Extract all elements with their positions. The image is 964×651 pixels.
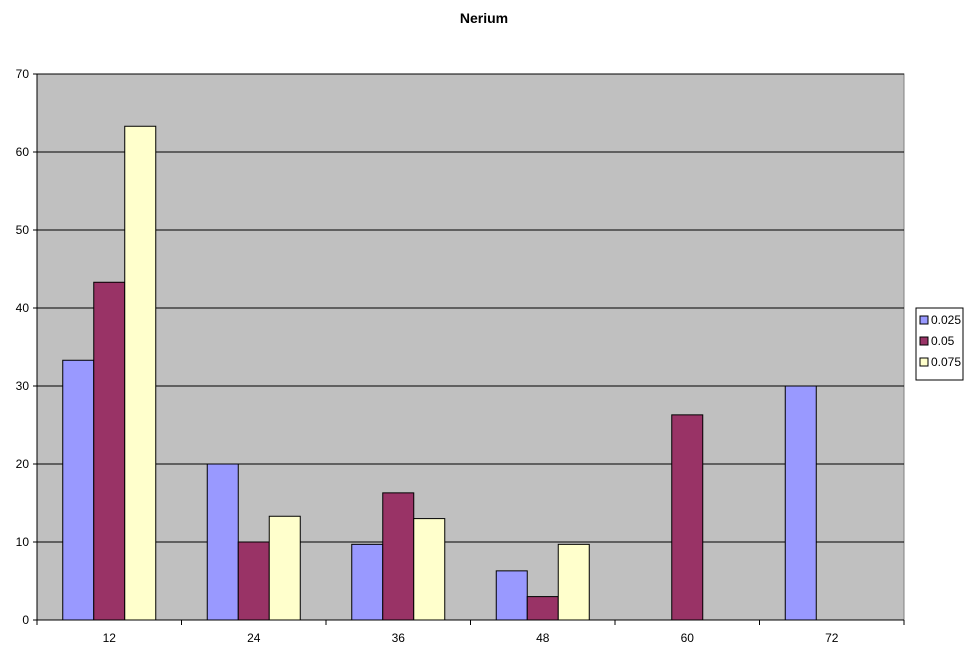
legend-swatch: [919, 315, 929, 325]
y-tick-label: 40: [16, 301, 30, 315]
bar-0.05-48: [526, 596, 559, 621]
bar-0.05-24: [237, 541, 270, 621]
bar-0.075-12: [124, 125, 157, 621]
bar-0.025-36: [351, 543, 384, 621]
y-tick-label: 70: [16, 67, 30, 81]
bar-0.025-72: [784, 385, 817, 621]
y-tick-label: 60: [16, 145, 30, 159]
y-tick-label: 0: [22, 613, 29, 627]
x-tick-label: 12: [103, 631, 117, 645]
legend-swatch: [919, 357, 929, 367]
chart-title: Nerium: [460, 10, 508, 26]
x-tick-label: 24: [247, 631, 261, 645]
y-tick-label: 20: [16, 457, 30, 471]
bar-0.05-36: [382, 492, 415, 621]
x-tick-label: 72: [825, 631, 839, 645]
y-tick-label: 50: [16, 223, 30, 237]
bar-0.025-12: [62, 359, 95, 621]
y-tick-label: 30: [16, 379, 30, 393]
legend-label: 0.075: [931, 355, 961, 369]
y-tick-label: 10: [16, 535, 30, 549]
legend-label: 0.05: [931, 334, 955, 348]
x-tick-label: 48: [536, 631, 550, 645]
legend: 0.025 0.05 0.075: [915, 307, 964, 381]
legend-swatch: [919, 336, 929, 346]
legend-label: 0.025: [931, 313, 961, 327]
bar-0.075-24: [268, 515, 301, 621]
bar-0.05-60: [671, 414, 704, 621]
bar-0.025-48: [495, 570, 528, 621]
bar-0.075-36: [413, 518, 446, 621]
bar-0.05-12: [93, 281, 126, 621]
bar-0.075-48: [557, 543, 590, 621]
x-tick-label: 36: [392, 631, 406, 645]
bar-0.025-24: [206, 463, 239, 621]
plot-area: [36, 73, 905, 621]
x-tick-label: 60: [681, 631, 695, 645]
